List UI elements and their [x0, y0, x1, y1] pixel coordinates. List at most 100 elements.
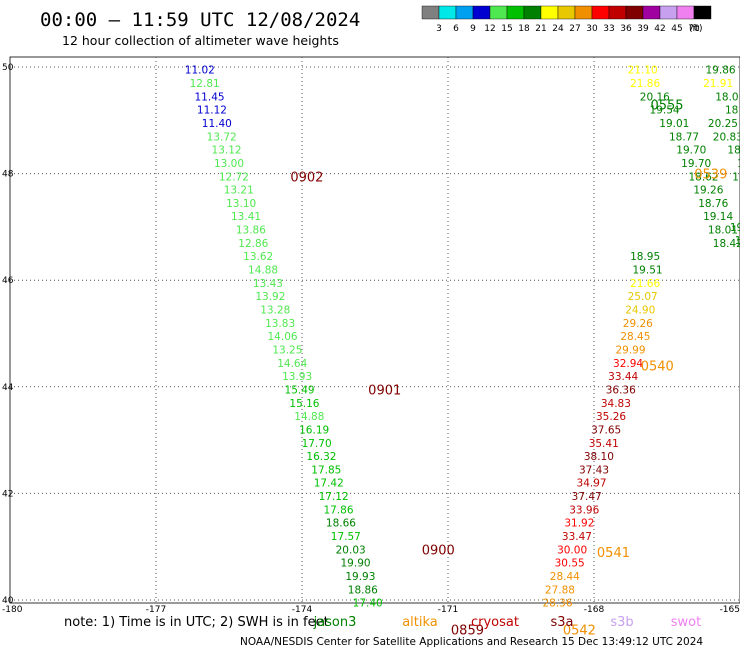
- scale-label: 18: [518, 24, 530, 34]
- x-tick-label: -165: [720, 605, 740, 615]
- wave-height-label: 21.66: [630, 278, 660, 290]
- color-scale-legend: 3 6 9 12 15 18 21 24 27 30 33 36 39 42 45 70(ft): [421, 5, 712, 34]
- y-tick-label: 46: [2, 276, 14, 286]
- wave-height-label: 19.01: [659, 118, 689, 130]
- wave-height-label: 15.16: [289, 398, 319, 410]
- wave-height-label: 33.96: [569, 504, 599, 516]
- wave-height-label: 21.10: [628, 65, 658, 77]
- scale-label: 15: [501, 24, 512, 34]
- satellite-legend: jason3 altika cryosat s3a s3b swot: [313, 615, 702, 630]
- wave-height-label: 28.45: [620, 331, 650, 343]
- wave-height-label: 13.43: [253, 278, 283, 290]
- wave-height-label: 18.54: [727, 145, 740, 157]
- wave-height-label: 18.68: [735, 235, 740, 247]
- satellite-legend-s3b: s3b: [610, 615, 633, 630]
- pass-time-label: 0902: [290, 170, 323, 185]
- scale-label: 12: [484, 24, 495, 34]
- wave-height-label: 31.92: [564, 518, 594, 530]
- wave-height-label: 13.28: [260, 305, 290, 317]
- wave-height-label: 20.83: [713, 131, 740, 143]
- wave-height-label: 17.85: [311, 464, 341, 476]
- wave-height-label: 19.54: [650, 105, 680, 117]
- wave-height-label: 20.16: [640, 91, 670, 103]
- plot-frame: [9, 56, 740, 604]
- wave-height-label: 13.83: [265, 318, 295, 330]
- wave-height-label: 13.93: [282, 371, 312, 383]
- wave-height-label: 18.90: [725, 105, 740, 117]
- wave-height-label: 17.42: [314, 478, 344, 490]
- satellite-legend-s3a: s3a: [550, 615, 573, 630]
- wave-height-label: 37.43: [579, 464, 609, 476]
- satellite-legend-swot: swot: [671, 615, 701, 630]
- wave-height-label: 16.32: [306, 451, 336, 463]
- wave-height-label: 27.88: [545, 584, 575, 596]
- wave-height-label: 14.88: [294, 411, 324, 423]
- satellite-legend-jason3: jason3: [313, 615, 357, 630]
- map-grid: [10, 57, 740, 603]
- wave-height-label: 17.70: [302, 438, 332, 450]
- wave-height-label: 13.25: [272, 344, 302, 356]
- wave-height-label: 25.07: [628, 291, 658, 303]
- wave-height-label: 30.00: [557, 544, 587, 556]
- scale-swatch: [659, 5, 678, 20]
- scale-label: 3: [436, 24, 442, 34]
- scale-label: 36: [620, 24, 632, 34]
- wave-height-label: 19.93: [345, 571, 375, 583]
- wave-height-label: 19.14: [703, 211, 733, 223]
- wave-height-label: 19.64: [737, 158, 740, 170]
- x-tick-label: -177: [146, 605, 166, 615]
- chart-title: 00:00 – 11:59 UTC 12/08/2024: [40, 9, 360, 31]
- wave-height-label: 18.42: [713, 238, 740, 250]
- scale-label: 70: [688, 24, 700, 34]
- x-tick-label: -180: [2, 605, 23, 615]
- scale-label: 42: [654, 24, 665, 34]
- wave-height-label: 13.41: [231, 211, 261, 223]
- credit-line: NOAA/NESDIS Center for Satellite Applica…: [240, 636, 703, 648]
- wave-height-label: 17.86: [323, 504, 353, 516]
- scale-swatch: [608, 5, 627, 20]
- y-tick-label: 50: [2, 63, 14, 73]
- wave-height-label: 12.86: [238, 238, 268, 250]
- wave-height-label: 12.72: [219, 171, 249, 183]
- scale-label: 30: [586, 24, 598, 34]
- wave-height-label: 37.47: [572, 491, 602, 503]
- wave-height-label: 28.44: [550, 571, 580, 583]
- scale-swatch: [438, 5, 457, 20]
- wave-height-label: 18.76: [698, 198, 728, 210]
- scale-label: 6: [453, 24, 459, 34]
- scale-label: 33: [603, 24, 614, 34]
- pass-time-label: 0539: [694, 168, 727, 183]
- x-tick-label: -171: [438, 605, 458, 615]
- wave-height-label: 37.65: [591, 424, 621, 436]
- satellite-legend-altika: altika: [402, 615, 438, 630]
- chart-subtitle: 12 hour collection of altimeter wave hei…: [62, 33, 339, 48]
- scale-swatch: [455, 5, 474, 20]
- wave-height-label: 36.36: [606, 384, 636, 396]
- scale-swatch: [557, 5, 576, 20]
- footnote: note: 1) Time is in UTC; 2) SWH is in fe…: [64, 615, 329, 630]
- y-tick-label: 42: [2, 489, 13, 499]
- pass-time-label: 0542: [563, 623, 596, 638]
- pass-time-labels: 0902 0901 0900 0859 0555 0539 0540 0541 0542: [290, 98, 727, 638]
- wave-height-label: 33.47: [562, 531, 592, 543]
- wave-height-label: 29.26: [623, 318, 653, 330]
- scale-swatch: [574, 5, 593, 20]
- wave-height-label: 11.45: [195, 91, 225, 103]
- wave-height-label: 28.36: [542, 598, 572, 610]
- wave-height-label: 29.99: [615, 344, 645, 356]
- scale-swatch: [591, 5, 610, 20]
- wave-height-label: 16.19: [299, 424, 329, 436]
- scale-unit: (ft): [689, 24, 703, 34]
- wave-height-label: 14.64: [277, 358, 307, 370]
- wave-height-label: 19.26: [693, 185, 723, 197]
- wave-height-label: 19.86: [706, 65, 736, 77]
- scale-label: 45: [671, 24, 682, 34]
- scale-swatch: [676, 5, 695, 20]
- wave-height-label: 20.03: [336, 544, 366, 556]
- satellite-legend-cryosat: cryosat: [471, 615, 519, 630]
- wave-height-label: 18.77: [669, 131, 699, 143]
- wave-height-label: 13.86: [236, 225, 266, 237]
- wave-height-label: 18.01: [715, 91, 740, 103]
- scale-label: 9: [470, 24, 476, 34]
